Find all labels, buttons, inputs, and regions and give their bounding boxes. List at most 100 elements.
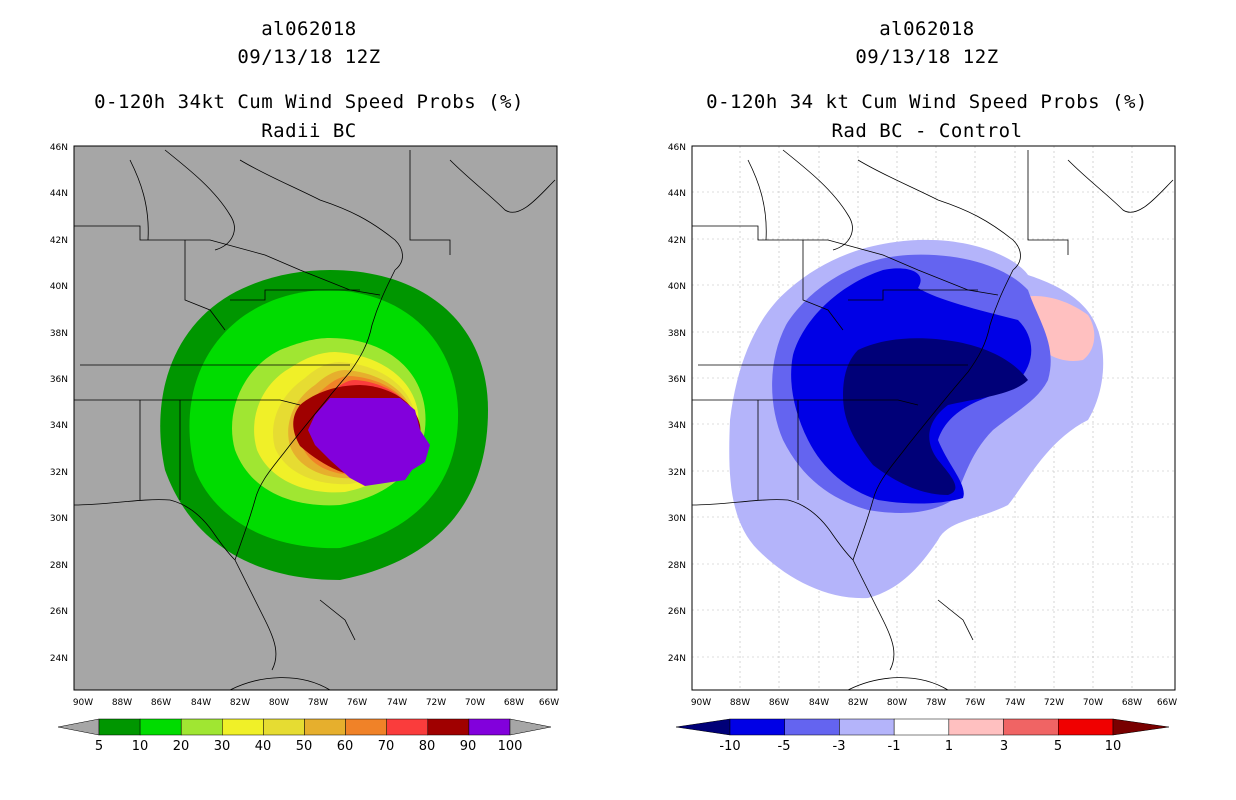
lon-tick: 88W [112, 698, 132, 708]
coastlines [691, 149, 1174, 691]
lon-tick: 82W [848, 698, 868, 708]
lon-tick: 68W [504, 698, 524, 708]
lon-tick: 74W [1005, 698, 1025, 708]
colorbar-box [893, 718, 950, 736]
colorbar-under-arrow [57, 718, 100, 736]
storm-id: al062018 [261, 18, 357, 40]
lon-tick: 66W [1157, 698, 1177, 708]
lon-tick: 76W [965, 698, 985, 708]
lon-tick: 88W [730, 698, 750, 708]
colorbar-boxes [98, 718, 511, 736]
lat-tick: 34N [668, 421, 686, 431]
colorbar: -10 -5 -3 -1 1 3 5 10 [675, 718, 1170, 754]
lon-tick: 90W [691, 698, 711, 708]
lat-tick: 30N [50, 514, 68, 524]
probability-contours [160, 270, 488, 580]
lat-tick: 24N [50, 654, 68, 664]
colorbar-under-arrow [675, 718, 731, 736]
lon-tick: 68W [1122, 698, 1142, 708]
forecast-date: 09/13/18 12Z [855, 46, 999, 68]
colorbar-label: 1 [945, 739, 953, 754]
lat-tick: 30N [668, 514, 686, 524]
contour-minus-10 [843, 338, 1028, 495]
lat-tick: 40N [50, 282, 68, 292]
lon-tick: 72W [426, 698, 446, 708]
lat-tick: 24N [668, 654, 686, 664]
colorbar-boxes [729, 718, 1114, 736]
difference-contours [729, 239, 1104, 599]
colorbar-box [263, 718, 305, 736]
colorbar-box [304, 718, 346, 736]
product-subtitle: Rad BC - Control [831, 120, 1023, 142]
probability-map: 46N 44N 42N 40N 38N 36N 34N 32N 30N 28N … [50, 143, 559, 754]
lat-tick: 26N [668, 607, 686, 617]
product-subtitle: Radii BC [261, 120, 357, 142]
colorbar-box [98, 718, 141, 736]
colorbar-box [948, 718, 1004, 736]
lat-tick: 32N [668, 468, 686, 478]
lat-ticks: 46N 44N 42N 40N 38N 36N 34N 32N 30N 28N … [50, 143, 68, 664]
colorbar-label: 5 [95, 739, 103, 754]
lat-tick: 36N [50, 375, 68, 385]
colorbar-label: 10 [1105, 739, 1122, 754]
colorbar-label: 5 [1054, 739, 1062, 754]
colorbar-label: 3 [1000, 739, 1008, 754]
lat-tick: 42N [50, 236, 68, 246]
lon-ticks: 90W 88W 86W 84W 82W 80W 78W 76W 74W 72W … [73, 698, 559, 708]
lat-tick: 44N [668, 189, 686, 199]
map-frame [691, 145, 1176, 691]
lon-tick: 70W [465, 698, 485, 708]
colorbar-box [427, 718, 470, 736]
colorbar-box [386, 718, 429, 736]
lat-tick: 28N [668, 561, 686, 571]
colorbar-label: 50 [296, 739, 313, 754]
lon-tick: 84W [191, 698, 211, 708]
colorbar-box [468, 718, 511, 736]
left-panel: al062018 09/13/18 12Z 0-120h 34kt Cum Wi… [50, 18, 559, 754]
colorbar-label: 90 [460, 739, 477, 754]
colorbar-box [1058, 718, 1114, 736]
lat-tick: 28N [50, 561, 68, 571]
colorbar-label: 60 [337, 739, 354, 754]
colorbar-box [222, 718, 264, 736]
colorbar-over-arrow [509, 718, 552, 736]
colorbar-box [784, 718, 840, 736]
lat-tick: 38N [668, 329, 686, 339]
colorbar-label: 20 [173, 739, 190, 754]
contour-90-plus [308, 398, 430, 486]
lat-tick: 46N [668, 143, 686, 153]
colorbar-label: 40 [255, 739, 272, 754]
lon-tick: 76W [347, 698, 367, 708]
colorbar-label: 30 [214, 739, 231, 754]
colorbar-box [1003, 718, 1059, 736]
colorbar-label: -10 [719, 739, 740, 754]
forecast-date: 09/13/18 12Z [237, 46, 381, 68]
lon-tick: 86W [151, 698, 171, 708]
lat-tick: 26N [50, 607, 68, 617]
colorbar: 5 10 20 30 40 50 60 70 80 90 100 [57, 718, 552, 754]
lon-tick: 72W [1044, 698, 1064, 708]
lon-tick: 80W [887, 698, 907, 708]
lon-tick: 84W [809, 698, 829, 708]
colorbar-label: 80 [419, 739, 436, 754]
lon-tick: 78W [926, 698, 946, 708]
colorbar-label: -3 [833, 739, 846, 754]
product-title: 0-120h 34kt Cum Wind Speed Probs (%) [94, 91, 524, 113]
colorbar-box [839, 718, 895, 736]
lat-tick: 44N [50, 189, 68, 199]
lon-tick: 82W [230, 698, 250, 708]
lat-tick: 40N [668, 282, 686, 292]
storm-id: al062018 [879, 18, 975, 40]
colorbar-box [729, 718, 785, 736]
colorbar-label: 100 [498, 739, 523, 754]
colorbar-box [139, 718, 182, 736]
product-title: 0-120h 34 kt Cum Wind Speed Probs (%) [706, 91, 1148, 113]
lat-tick: 34N [50, 421, 68, 431]
lon-ticks: 90W 88W 86W 84W 82W 80W 78W 76W 74W 72W … [691, 698, 1177, 708]
lon-tick: 86W [769, 698, 789, 708]
lat-tick: 38N [50, 329, 68, 339]
lon-tick: 66W [539, 698, 559, 708]
colorbar-label: 10 [132, 739, 149, 754]
lon-tick: 78W [308, 698, 328, 708]
lat-tick: 36N [668, 375, 686, 385]
